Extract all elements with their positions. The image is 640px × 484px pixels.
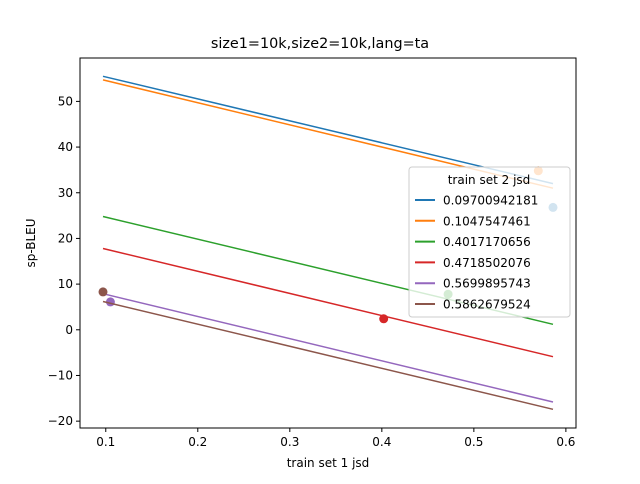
series-line-4 [102,292,554,403]
chart-title: size1=10k,size2=10k,lang=ta [211,36,429,52]
legend-box [408,166,571,318]
y-tick-label: 0 [65,323,73,337]
legend-label-0: 0.09700942181 [443,194,538,208]
series-line-0 [102,75,554,185]
y-tick-label: 20 [58,231,73,245]
y-tick-label: 40 [58,140,73,154]
legend-label-3: 0.4718502076 [443,256,531,270]
y-tick-label: 10 [58,277,73,291]
series-line-3 [102,247,554,358]
plot-frame [79,57,577,429]
legend-items: 0.09700942181 0.1047547461 0.4017170656 0.4… [415,194,538,312]
y-axis-label: sp-BLEU [24,218,38,267]
x-tick-label: 0.6 [556,435,575,449]
y-axis-ticks: −20 −10 0 10 20 30 40 50 [48,94,80,428]
legend-label-4: 0.5699895743 [443,277,531,291]
legend-title: train set 2 jsd [448,173,531,187]
x-tick-label: 0.2 [188,435,207,449]
y-tick-label: 50 [58,94,73,108]
x-tick-label: 0.1 [96,435,115,449]
x-tick-label: 0.4 [372,435,391,449]
data-point-5-0 [98,287,108,297]
legend-label-2: 0.4017170656 [443,235,531,249]
legend-label-5: 0.5862679524 [443,298,531,312]
data-point-3-0 [379,314,389,324]
legend-label-1: 0.1047547461 [443,214,531,228]
series-line-5 [102,300,554,411]
y-tick-label: −20 [48,414,73,428]
x-axis-label: train set 1 jsd [287,456,370,470]
x-tick-label: 0.5 [464,435,483,449]
y-tick-label: −10 [48,368,73,382]
x-axis-ticks: 0.1 0.2 0.3 0.4 0.5 0.6 [96,428,575,449]
legend: train set 2 jsd 0.09700942181 0.104754746… [408,166,571,318]
x-tick-label: 0.3 [280,435,299,449]
y-tick-label: 30 [58,186,73,200]
